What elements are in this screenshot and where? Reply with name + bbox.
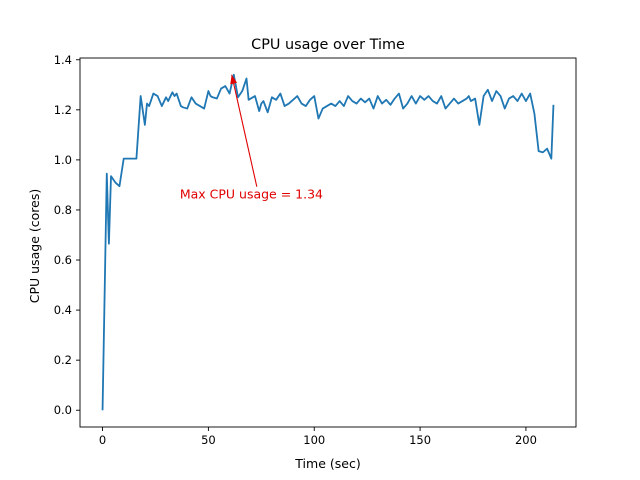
y-tick-label: 1.2 [54, 103, 72, 117]
annotation-arrowhead [230, 74, 238, 85]
chart-title: CPU usage over Time [251, 37, 405, 53]
x-tick-label: 0 [99, 433, 106, 447]
y-tick-label: 1.0 [54, 153, 72, 167]
x-tick-label: 50 [201, 433, 216, 447]
y-axis-ticks: 0.0 0.2 0.4 0.6 0.8 1.0 1.2 1.4 [54, 53, 80, 417]
x-tick-label: 150 [409, 433, 431, 447]
y-tick-label: 0.8 [54, 203, 72, 217]
x-tick-label: 200 [515, 433, 537, 447]
x-axis-ticks: 0 50 100 150 200 [99, 427, 537, 447]
y-tick-label: 0.2 [54, 353, 72, 367]
annotation-label: Max CPU usage = 1.34 [180, 187, 323, 202]
x-axis-label: Time (sec) [294, 456, 360, 471]
y-tick-label: 0.6 [54, 253, 72, 267]
annotation-arrow [231, 74, 258, 187]
y-tick-label: 0.0 [54, 403, 72, 417]
x-tick-label: 100 [303, 433, 325, 447]
y-tick-label: 0.4 [54, 303, 72, 317]
plot-frame [79, 57, 577, 428]
y-tick-label: 1.4 [54, 53, 72, 67]
y-axis-label: CPU usage (cores) [27, 189, 42, 303]
cpu-usage-line [101, 73, 555, 411]
